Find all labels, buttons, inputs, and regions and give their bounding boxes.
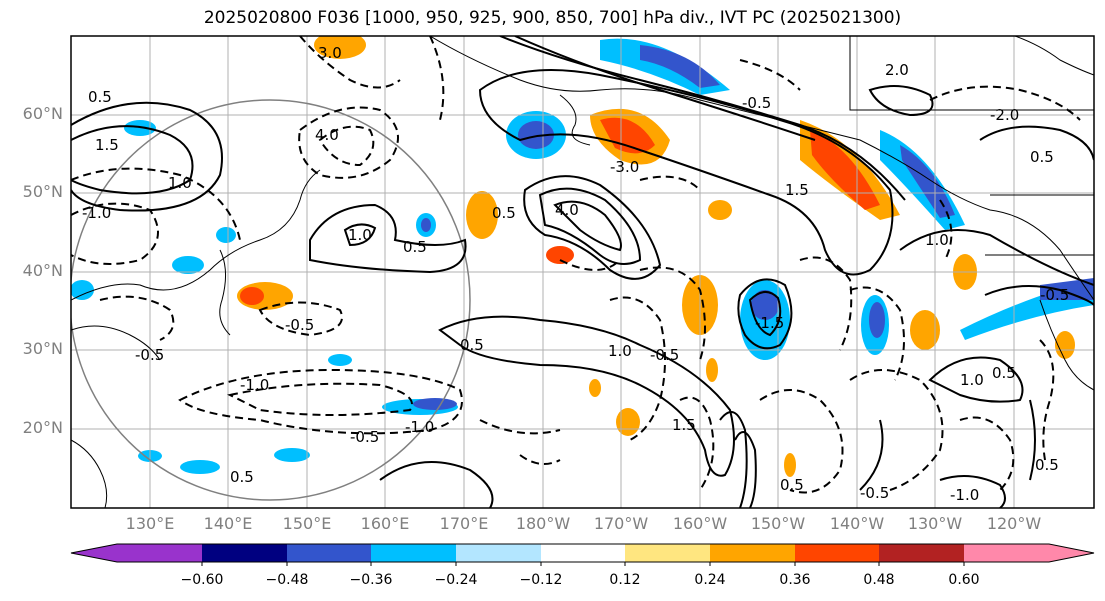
negative-contours <box>71 36 1081 494</box>
colorbar-tick-label: 0.12 <box>609 572 641 588</box>
lat-label: 20°N <box>22 418 63 437</box>
shaded-anomalies <box>71 36 1094 477</box>
contour-label: -0.5 <box>742 94 771 112</box>
contour-label: 0.5 <box>403 238 427 256</box>
contour-label: 1.5 <box>672 416 696 434</box>
contour-label: -0.5 <box>350 428 379 446</box>
contour-label: 0.5 <box>1035 456 1059 474</box>
contour-label: 1.5 <box>785 181 809 199</box>
contour-label: -0.5 <box>860 484 889 502</box>
lat-label: 30°N <box>22 339 63 358</box>
lon-label: 120°W <box>986 514 1042 533</box>
contour-label: 1.0 <box>608 342 632 360</box>
lon-label: 140°E <box>203 514 253 533</box>
colorbar-tick-label: 0.60 <box>948 572 980 588</box>
contour-label: 0.5 <box>460 336 484 354</box>
lat-label: 40°N <box>22 261 63 280</box>
contour-label: 0.5 <box>992 364 1016 382</box>
lon-label: 130°E <box>125 514 175 533</box>
lon-label: 150°E <box>282 514 332 533</box>
lon-label: 170°E <box>439 514 489 533</box>
contour-label: 1.0 <box>960 371 984 389</box>
contour-label: 4.0 <box>555 201 579 219</box>
contour-label: -0.5 <box>650 346 679 364</box>
lon-label: 170°W <box>593 514 649 533</box>
contour-label: -2.0 <box>990 106 1019 124</box>
colorbar-tick-label: 0.48 <box>863 572 895 588</box>
lon-label: 180°W <box>515 514 571 533</box>
contour-label: 0.5 <box>230 468 254 486</box>
lat-label: 50°N <box>22 182 63 201</box>
map-frame <box>70 35 1095 509</box>
positive-contours <box>71 36 1094 508</box>
range-circle <box>71 99 471 501</box>
contour-labels: 0.5 1.0 0.5 -0.5 -1.0 -0.5 -1.0 -0.5 0.5… <box>82 44 1069 504</box>
contour-label: 1.0 <box>168 174 192 192</box>
contour-label: 1.0 <box>348 226 372 244</box>
map-title: 2025020800 F036 [1000, 950, 925, 900, 85… <box>203 8 902 28</box>
contour-label: -0.5 <box>1040 286 1069 304</box>
contour-label: -1.5 <box>755 314 784 332</box>
contour-label: -1.0 <box>405 418 434 436</box>
colorbar-tick-label: −0.60 <box>180 572 224 588</box>
contour-label: -3.0 <box>610 158 639 176</box>
contour-label: 0.5 <box>492 204 516 222</box>
lat-label: 60°N <box>22 104 63 123</box>
contour-label: 4.0 <box>315 126 339 144</box>
lon-label: 140°W <box>829 514 885 533</box>
contour-label: -1.0 <box>82 204 111 222</box>
colorbar-tick-label: −0.24 <box>434 572 478 588</box>
contour-label: 0.5 <box>780 476 804 494</box>
contour-label: -1.0 <box>950 486 979 504</box>
lon-label: 130°W <box>907 514 963 533</box>
contour-label: 3.0 <box>318 44 342 62</box>
contour-label: 1.0 <box>925 231 949 249</box>
contour-label: 0.5 <box>88 88 112 106</box>
contour-label: -1.0 <box>240 376 269 394</box>
colorbar-tick-label: −0.48 <box>265 572 309 588</box>
contour-label: 0.5 <box>1030 148 1054 166</box>
contour-label: -0.5 <box>285 316 314 334</box>
graticule <box>71 36 1094 508</box>
lon-label: 160°W <box>672 514 728 533</box>
contour-label: -0.5 <box>135 346 164 364</box>
colorbar-tick-label: 0.24 <box>694 572 726 588</box>
colorbar-tick-label: −0.12 <box>519 572 563 588</box>
contour-label: 2.0 <box>885 61 909 79</box>
colorbar-tick-label: −0.36 <box>349 572 393 588</box>
contour-label: 1.5 <box>95 136 119 154</box>
lon-label: 150°W <box>750 514 806 533</box>
lon-label: 160°E <box>360 514 410 533</box>
colorbar-tick-label: 0.36 <box>779 572 811 588</box>
